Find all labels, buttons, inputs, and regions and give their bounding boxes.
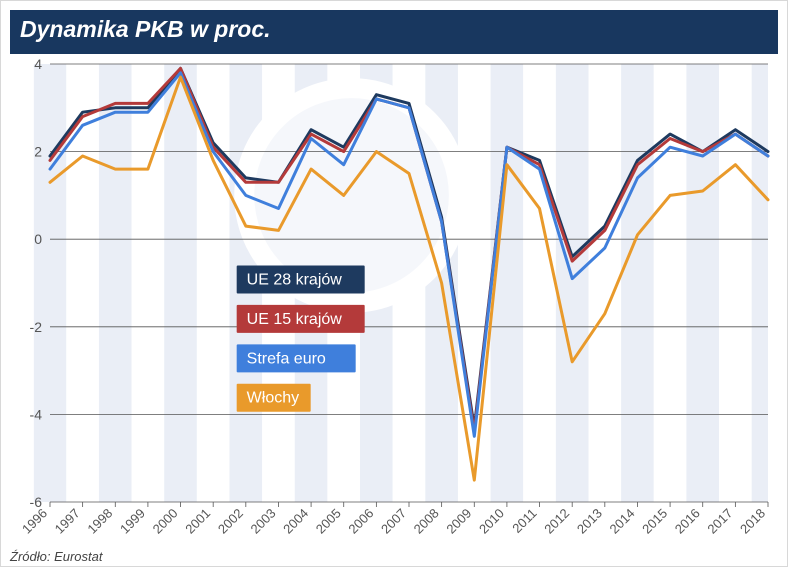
chart-source: Źródło: Eurostat	[10, 549, 103, 564]
bg-stripe	[523, 64, 556, 502]
bg-stripe	[164, 64, 197, 502]
x-tick-label: 2003	[248, 506, 279, 537]
chart-title: Dynamika PKB w proc.	[20, 16, 271, 42]
bg-stripe	[654, 64, 687, 502]
legend-label-ue28: UE 28 krajów	[247, 271, 343, 288]
bg-stripe	[686, 64, 719, 502]
bg-stripe	[556, 64, 589, 502]
y-tick-label: 2	[34, 144, 42, 160]
chart-frame: Dynamika PKB w proc. -6-4-20241996199719…	[0, 0, 788, 567]
x-tick-label: 2002	[215, 506, 246, 537]
x-tick-label: 2000	[150, 506, 181, 537]
x-tick-label: 1997	[52, 506, 83, 537]
legend-label-ue15: UE 15 krajów	[247, 311, 343, 328]
bg-stripe	[34, 64, 67, 502]
y-tick-label: -4	[30, 406, 43, 422]
x-tick-label: 2009	[443, 506, 474, 537]
x-tick-label: 1999	[117, 506, 148, 537]
bg-stripe	[621, 64, 654, 502]
x-tick-label: 2018	[737, 506, 768, 537]
x-tick-label: 2005	[313, 506, 344, 537]
y-tick-label: 0	[34, 231, 42, 247]
legend-label-italy: Włochy	[247, 390, 299, 407]
x-tick-label: 2008	[411, 506, 442, 537]
bg-stripe	[132, 64, 165, 502]
x-tick-label: 2012	[541, 506, 572, 537]
x-tick-label: 2013	[574, 506, 605, 537]
legend-label-euro: Strefa euro	[247, 350, 326, 367]
chart-title-bar: Dynamika PKB w proc.	[10, 10, 778, 54]
x-tick-label: 2007	[378, 506, 409, 537]
x-tick-label: 2006	[345, 506, 376, 537]
x-tick-label: 2014	[607, 506, 638, 537]
x-tick-label: 1998	[84, 506, 115, 537]
x-tick-label: 2017	[704, 506, 735, 537]
x-tick-label: 2016	[672, 506, 703, 537]
chart-plot: -6-4-20241996199719981999200020012002200…	[10, 54, 778, 546]
x-tick-label: 2010	[476, 506, 507, 537]
bg-stripe	[99, 64, 132, 502]
x-tick-label: 2011	[509, 506, 539, 536]
x-tick-label: 2001	[182, 506, 213, 537]
y-tick-label: -2	[30, 319, 43, 335]
y-tick-label: 4	[34, 56, 42, 72]
x-tick-label: 2015	[639, 506, 670, 537]
x-tick-label: 2004	[280, 506, 311, 537]
